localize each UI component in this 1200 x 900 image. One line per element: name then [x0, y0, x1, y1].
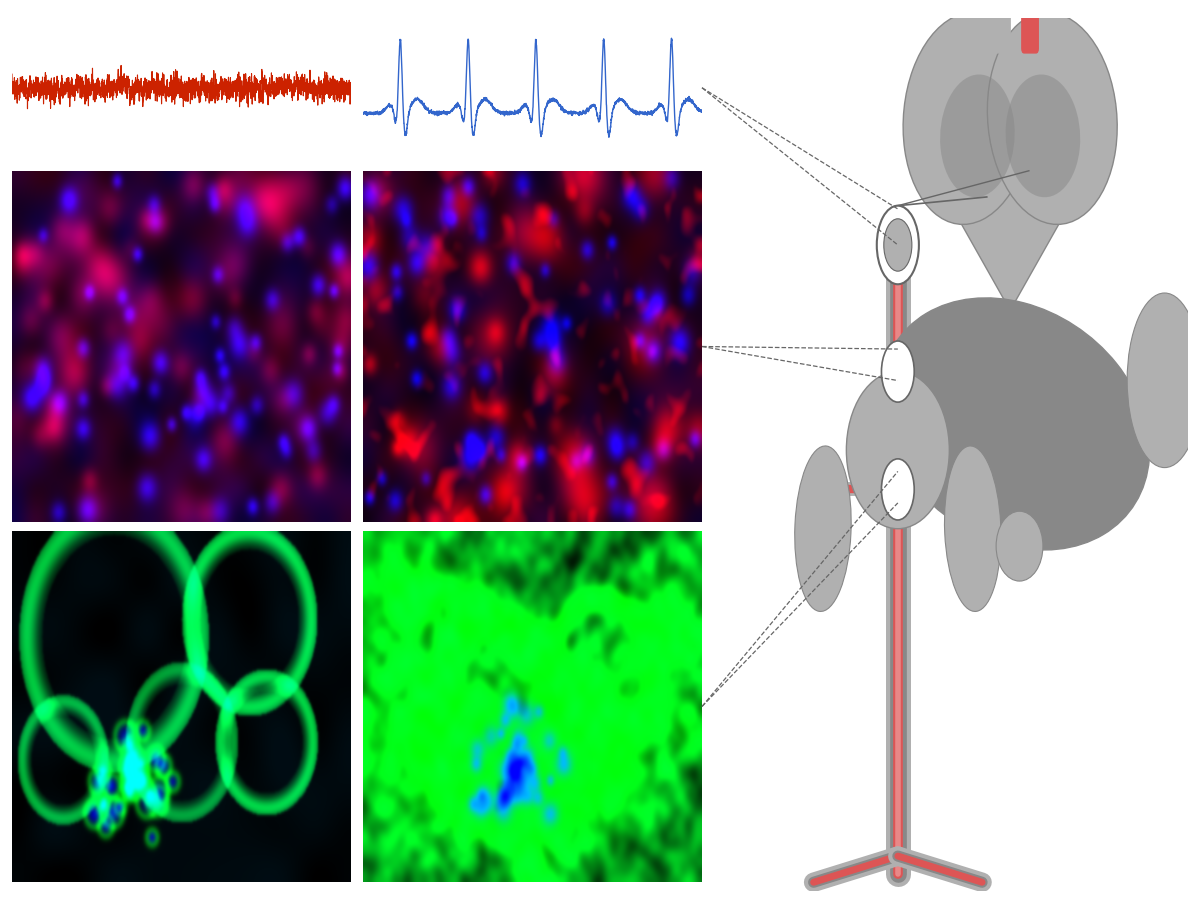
Ellipse shape: [940, 75, 1015, 197]
Ellipse shape: [944, 446, 1001, 611]
PathPatch shape: [917, 145, 1104, 310]
Ellipse shape: [1127, 293, 1200, 468]
Circle shape: [884, 219, 912, 271]
Ellipse shape: [904, 13, 1033, 224]
Circle shape: [877, 206, 919, 284]
Ellipse shape: [846, 372, 949, 528]
Circle shape: [882, 459, 914, 520]
Ellipse shape: [988, 13, 1117, 224]
Ellipse shape: [1006, 75, 1080, 197]
Circle shape: [882, 341, 914, 402]
FancyBboxPatch shape: [989, 0, 1010, 53]
Ellipse shape: [880, 298, 1150, 550]
Ellipse shape: [996, 511, 1043, 581]
Ellipse shape: [794, 446, 851, 611]
FancyBboxPatch shape: [1022, 0, 1038, 53]
